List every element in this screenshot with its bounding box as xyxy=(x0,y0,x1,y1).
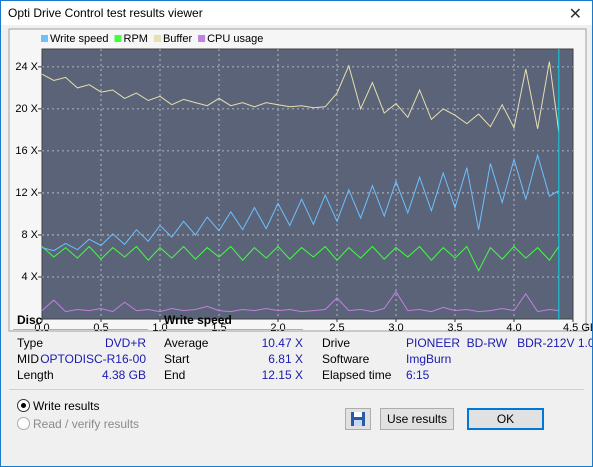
drive-label: Drive xyxy=(322,336,351,350)
drive-value: ImgBurn xyxy=(406,352,452,366)
legend-swatch xyxy=(114,35,122,42)
disc-label: Type xyxy=(17,336,44,350)
y-tick-label: 24 X xyxy=(15,61,38,73)
x-tick-label: 0.5 xyxy=(93,322,108,333)
x-tick-label: 4.0 xyxy=(506,322,521,333)
speed-value: 12.15 X xyxy=(261,368,303,382)
x-tick-label: 3.5 xyxy=(447,322,462,333)
ok-button[interactable]: OK xyxy=(467,408,544,430)
y-tick-label: 8 X xyxy=(21,229,38,241)
x-tick-label: 2.5 xyxy=(329,322,344,333)
disc-label: Length xyxy=(17,368,54,382)
write-speed-heading: Write speed xyxy=(164,313,232,327)
save-button[interactable] xyxy=(345,408,371,430)
separator xyxy=(9,389,584,390)
disc-label: MID xyxy=(17,352,39,366)
disc-value: 4.38 GB xyxy=(101,368,146,382)
radio-write[interactable] xyxy=(17,399,30,412)
rule xyxy=(13,329,148,330)
save-icon xyxy=(351,412,365,426)
x-tick-label: 0.0 xyxy=(34,322,49,333)
drive-label: Elapsed time xyxy=(322,368,392,382)
use-results-button[interactable]: Use results xyxy=(380,408,454,430)
x-tick-label: 1.0 xyxy=(152,322,167,333)
speed-value: 6.81 X xyxy=(268,352,303,366)
y-tick-label: 20 X xyxy=(15,103,38,115)
drive-value: 6:15 xyxy=(406,368,430,382)
x-tick-label: 2.0 xyxy=(270,322,285,333)
window-title: Opti Drive Control test results viewer xyxy=(8,6,203,20)
series-line xyxy=(41,290,559,313)
series-line xyxy=(41,153,560,252)
disc-value: DVD+R xyxy=(104,336,146,350)
title-bar: Opti Drive Control test results viewer ✕ xyxy=(1,1,592,25)
legend-swatch xyxy=(41,35,48,42)
drive-value: PIONEER BD-RW BDR-212V 1.00 xyxy=(406,336,593,350)
rule xyxy=(161,329,303,330)
speed-value: 10.47 X xyxy=(261,336,303,350)
option-write[interactable]: Write results xyxy=(33,399,100,413)
close-button[interactable]: ✕ xyxy=(568,6,582,23)
drive-label: Software xyxy=(322,352,370,366)
y-tick-label: 16 X xyxy=(15,145,38,157)
series-line xyxy=(41,245,560,272)
speed-label: Average xyxy=(164,336,209,350)
chart: 4 X 8 X 12 X 16 X 20 X 24 X 0.0 0.5 1.0 1.5 2.0 2.5… xyxy=(8,28,592,333)
disc-value: OPTODISC-R16-00 xyxy=(40,352,146,366)
y-tick-label: 4 X xyxy=(21,271,38,283)
y-tick-label: 12 X xyxy=(15,187,38,199)
series-line xyxy=(41,61,560,133)
speed-label: End xyxy=(164,368,186,382)
legend-swatch xyxy=(153,35,161,42)
option-read[interactable]: Read / verify results xyxy=(33,417,140,431)
disc-heading: Disc xyxy=(17,313,43,327)
legend-label: Write speed xyxy=(50,33,109,45)
radio-read[interactable] xyxy=(17,417,30,430)
speed-label: Start xyxy=(164,352,190,366)
x-tick-label: 3.0 xyxy=(388,322,403,333)
legend-label: Buffer xyxy=(163,33,192,45)
legend-swatch xyxy=(198,35,206,42)
x-tick-label: 1.5 xyxy=(211,322,226,333)
legend-label: RPM xyxy=(124,33,148,45)
plot-area xyxy=(41,48,574,320)
x-tick-label: 4.5 GB xyxy=(563,322,592,333)
legend-label: CPU usage xyxy=(207,33,263,45)
